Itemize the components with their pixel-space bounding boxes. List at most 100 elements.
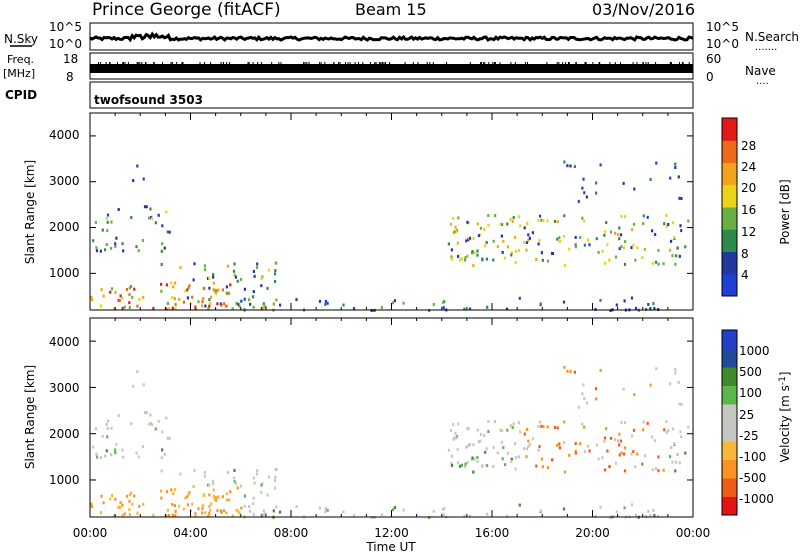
power-cell — [654, 233, 657, 236]
power-cell — [583, 191, 586, 195]
power-cell — [537, 242, 540, 246]
velocity-cell — [511, 426, 514, 429]
power-cell — [511, 219, 514, 223]
power-cell — [609, 309, 612, 313]
power-cell — [201, 300, 204, 304]
power-cell — [324, 299, 327, 303]
power-cell — [105, 217, 108, 220]
power-cell — [667, 223, 670, 226]
power-cell — [447, 242, 450, 246]
power-cell — [174, 307, 177, 311]
velocity-cell — [477, 440, 480, 444]
velocity-cell — [225, 511, 228, 515]
xtick-2000: 20:00 — [575, 526, 610, 540]
velocity-cell — [604, 468, 607, 472]
velocity-colorbar-swatch — [722, 367, 737, 386]
velocity-cell — [675, 460, 678, 464]
frequency-tick — [257, 62, 259, 64]
power-cell — [563, 160, 566, 164]
power-cell — [471, 250, 474, 254]
frequency-tick — [688, 62, 690, 64]
frequency-tick — [385, 62, 386, 64]
velocity-cell — [166, 436, 169, 440]
velocity-cell — [594, 514, 597, 518]
power-colorbar — [721, 117, 738, 297]
frequency-tick — [499, 62, 501, 64]
power-cell — [657, 262, 660, 266]
power-cell — [141, 238, 144, 242]
frequency-tick — [229, 62, 231, 64]
power-cell — [191, 295, 194, 299]
power-cell — [201, 304, 204, 308]
velocity-cell — [106, 435, 109, 439]
power-cell — [174, 303, 177, 306]
velocity-cell — [141, 445, 144, 449]
velocity-cell — [243, 494, 246, 498]
velocity-cell — [583, 450, 586, 454]
power-cell — [203, 268, 207, 271]
velocity-cell — [579, 442, 582, 446]
velocity-cell — [588, 449, 591, 453]
power-cell — [217, 288, 220, 292]
velocity-cell — [492, 464, 495, 468]
velocity-cell — [171, 513, 174, 517]
power-cell — [581, 216, 584, 220]
frequency-tick — [260, 62, 262, 64]
velocity-cell — [262, 513, 265, 517]
noise-ytick-top-right: 10^5 — [706, 20, 739, 34]
velocity-cell — [210, 502, 213, 506]
power-cell — [324, 303, 327, 306]
velocity-cell — [619, 439, 623, 443]
power-cell — [161, 224, 164, 228]
power-cell — [465, 239, 468, 243]
velocity-cell — [272, 509, 275, 513]
frequency-tick — [109, 62, 111, 64]
power-cell — [249, 302, 252, 306]
power-cell — [117, 208, 120, 211]
power-cell — [574, 245, 577, 249]
power-cell — [663, 222, 666, 226]
power-cell — [586, 238, 589, 242]
velocity-cell — [617, 439, 620, 443]
velocity-cell — [599, 505, 602, 509]
velocity-colorbar-tick-neg25: -25 — [739, 429, 759, 443]
power-cell — [391, 301, 395, 305]
velocity-cell — [649, 514, 652, 517]
power-cell — [137, 249, 140, 253]
velocity-colorbar-swatch — [722, 496, 737, 516]
power-cell — [569, 164, 572, 168]
velocity-cell — [212, 479, 215, 483]
power-cell — [203, 286, 206, 290]
velocity-cell — [160, 496, 163, 500]
power-cell — [106, 220, 109, 224]
velocity-cell — [472, 443, 475, 447]
velocity-cell — [463, 514, 466, 518]
power-cell — [240, 299, 243, 303]
velocity-cell — [102, 501, 105, 505]
velocity-cell — [217, 495, 220, 499]
velocity-cell — [577, 405, 580, 409]
power-cell — [509, 217, 512, 221]
velocity-cell — [671, 460, 674, 464]
velocity-cell — [540, 457, 543, 461]
power-cell — [614, 255, 618, 259]
velocity-cell — [464, 465, 467, 468]
frequency-tick — [426, 62, 428, 64]
velocity-cell — [208, 483, 211, 487]
power-cell — [204, 304, 207, 308]
velocity-colorbar-tick-25: 25 — [739, 408, 754, 422]
power-cell — [618, 247, 621, 251]
power-cell — [583, 219, 586, 223]
power-cell — [225, 291, 228, 295]
power-cell — [92, 239, 95, 243]
frequency-tick — [585, 62, 587, 64]
velocity-colorbar-frame — [721, 329, 738, 516]
power-cell — [106, 229, 109, 233]
power-cell — [537, 218, 540, 222]
power-cell — [655, 161, 658, 165]
power-cell — [121, 307, 124, 310]
velocity-cell — [494, 420, 497, 424]
velocity-cell — [574, 449, 577, 453]
velocity-cell — [187, 493, 190, 497]
